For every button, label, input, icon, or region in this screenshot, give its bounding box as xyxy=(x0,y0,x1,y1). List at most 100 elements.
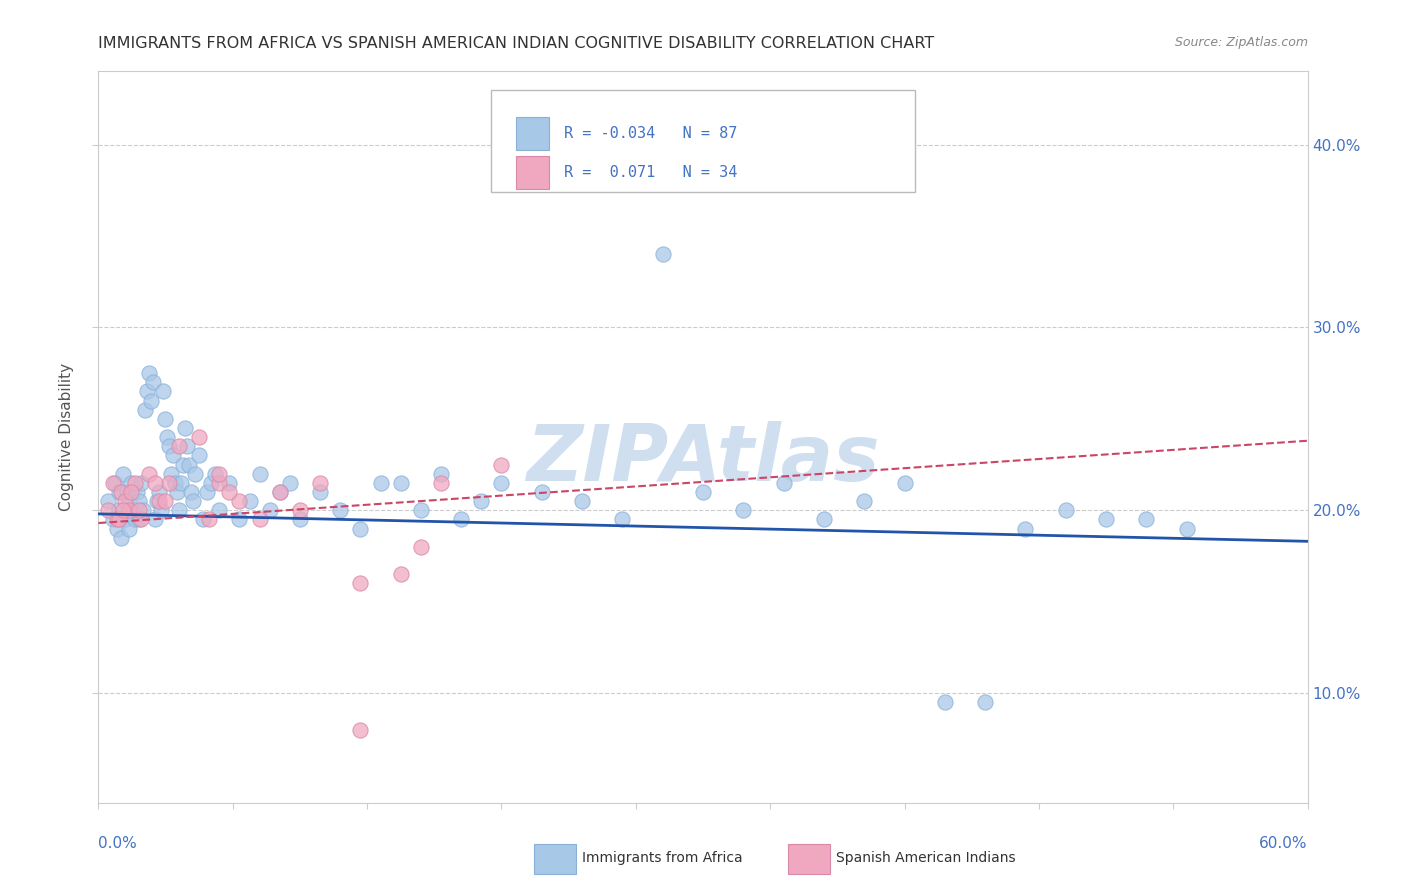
Point xyxy=(612,512,634,526)
Point xyxy=(370,475,392,490)
Point xyxy=(228,512,250,526)
Text: 0.0%: 0.0% xyxy=(98,836,138,851)
Point xyxy=(349,521,371,535)
Point xyxy=(288,512,311,526)
Point xyxy=(349,576,371,591)
Point xyxy=(162,448,184,462)
Text: IMMIGRANTS FROM AFRICA VS SPANISH AMERICAN INDIAN COGNITIVE DISABILITY CORRELATI: IMMIGRANTS FROM AFRICA VS SPANISH AMERIC… xyxy=(98,36,935,51)
Point xyxy=(163,475,186,490)
Point xyxy=(269,485,291,500)
Point xyxy=(198,512,221,526)
Point xyxy=(128,512,150,526)
Point xyxy=(184,467,207,481)
Point xyxy=(188,430,211,444)
Point xyxy=(107,512,129,526)
Point xyxy=(195,485,218,500)
FancyBboxPatch shape xyxy=(516,156,550,189)
Point xyxy=(111,503,134,517)
Point xyxy=(1095,512,1118,526)
Point xyxy=(153,412,176,426)
Point xyxy=(153,494,176,508)
Point xyxy=(118,521,141,535)
Point xyxy=(134,402,156,417)
Point xyxy=(491,458,513,472)
Point xyxy=(692,485,714,500)
Point xyxy=(148,494,170,508)
Point xyxy=(120,485,142,500)
Point xyxy=(110,531,132,545)
Point xyxy=(101,475,124,490)
Point xyxy=(125,485,148,500)
Point xyxy=(188,448,211,462)
Point xyxy=(181,494,204,508)
Point xyxy=(167,439,190,453)
Point xyxy=(249,467,271,481)
Point xyxy=(430,475,453,490)
Text: R = -0.034   N = 87: R = -0.034 N = 87 xyxy=(564,126,737,141)
Point xyxy=(143,475,166,490)
Point xyxy=(389,475,412,490)
Point xyxy=(166,485,188,500)
Point xyxy=(139,393,162,408)
Point xyxy=(179,458,201,472)
Point xyxy=(470,494,492,508)
Text: 60.0%: 60.0% xyxy=(1260,836,1308,851)
Point xyxy=(893,475,915,490)
Point xyxy=(430,467,453,481)
Point xyxy=(170,475,193,490)
Point xyxy=(309,485,332,500)
Point xyxy=(772,475,794,490)
Point xyxy=(813,512,835,526)
Point xyxy=(138,366,160,380)
Point xyxy=(167,503,190,517)
Point xyxy=(1135,512,1157,526)
Text: R =  0.071   N = 34: R = 0.071 N = 34 xyxy=(564,165,737,180)
Point xyxy=(571,494,593,508)
Point xyxy=(1175,521,1198,535)
Text: Immigrants from Africa: Immigrants from Africa xyxy=(582,851,742,864)
Point xyxy=(269,485,291,500)
Point xyxy=(157,475,180,490)
Point xyxy=(124,512,146,526)
Point xyxy=(148,485,170,500)
Point xyxy=(129,512,152,526)
Point xyxy=(174,421,197,435)
Point xyxy=(110,485,132,500)
Point xyxy=(288,503,311,517)
Point xyxy=(132,503,155,517)
Point xyxy=(114,494,136,508)
Point xyxy=(128,494,150,508)
Point xyxy=(239,494,262,508)
Point xyxy=(651,247,673,261)
Point xyxy=(349,723,371,737)
Point xyxy=(115,485,138,500)
Point xyxy=(120,475,142,490)
Point xyxy=(228,494,250,508)
Point xyxy=(124,475,146,490)
Point xyxy=(974,695,997,709)
Point xyxy=(278,475,301,490)
Point xyxy=(111,467,134,481)
Point xyxy=(152,384,174,399)
Point xyxy=(200,475,222,490)
FancyBboxPatch shape xyxy=(787,845,830,874)
Point xyxy=(135,384,157,399)
FancyBboxPatch shape xyxy=(534,845,576,874)
Point xyxy=(409,503,432,517)
Point xyxy=(249,512,271,526)
Point xyxy=(146,494,169,508)
Point xyxy=(157,439,180,453)
Point xyxy=(176,439,198,453)
Point xyxy=(204,467,226,481)
Point xyxy=(118,494,141,508)
Point xyxy=(160,467,183,481)
Point xyxy=(101,512,124,526)
Point xyxy=(389,567,412,582)
Point xyxy=(107,485,129,500)
Point xyxy=(491,475,513,490)
Point xyxy=(733,503,755,517)
Point xyxy=(180,485,202,500)
Point xyxy=(129,475,152,490)
Point xyxy=(156,430,179,444)
Point xyxy=(1054,503,1077,517)
